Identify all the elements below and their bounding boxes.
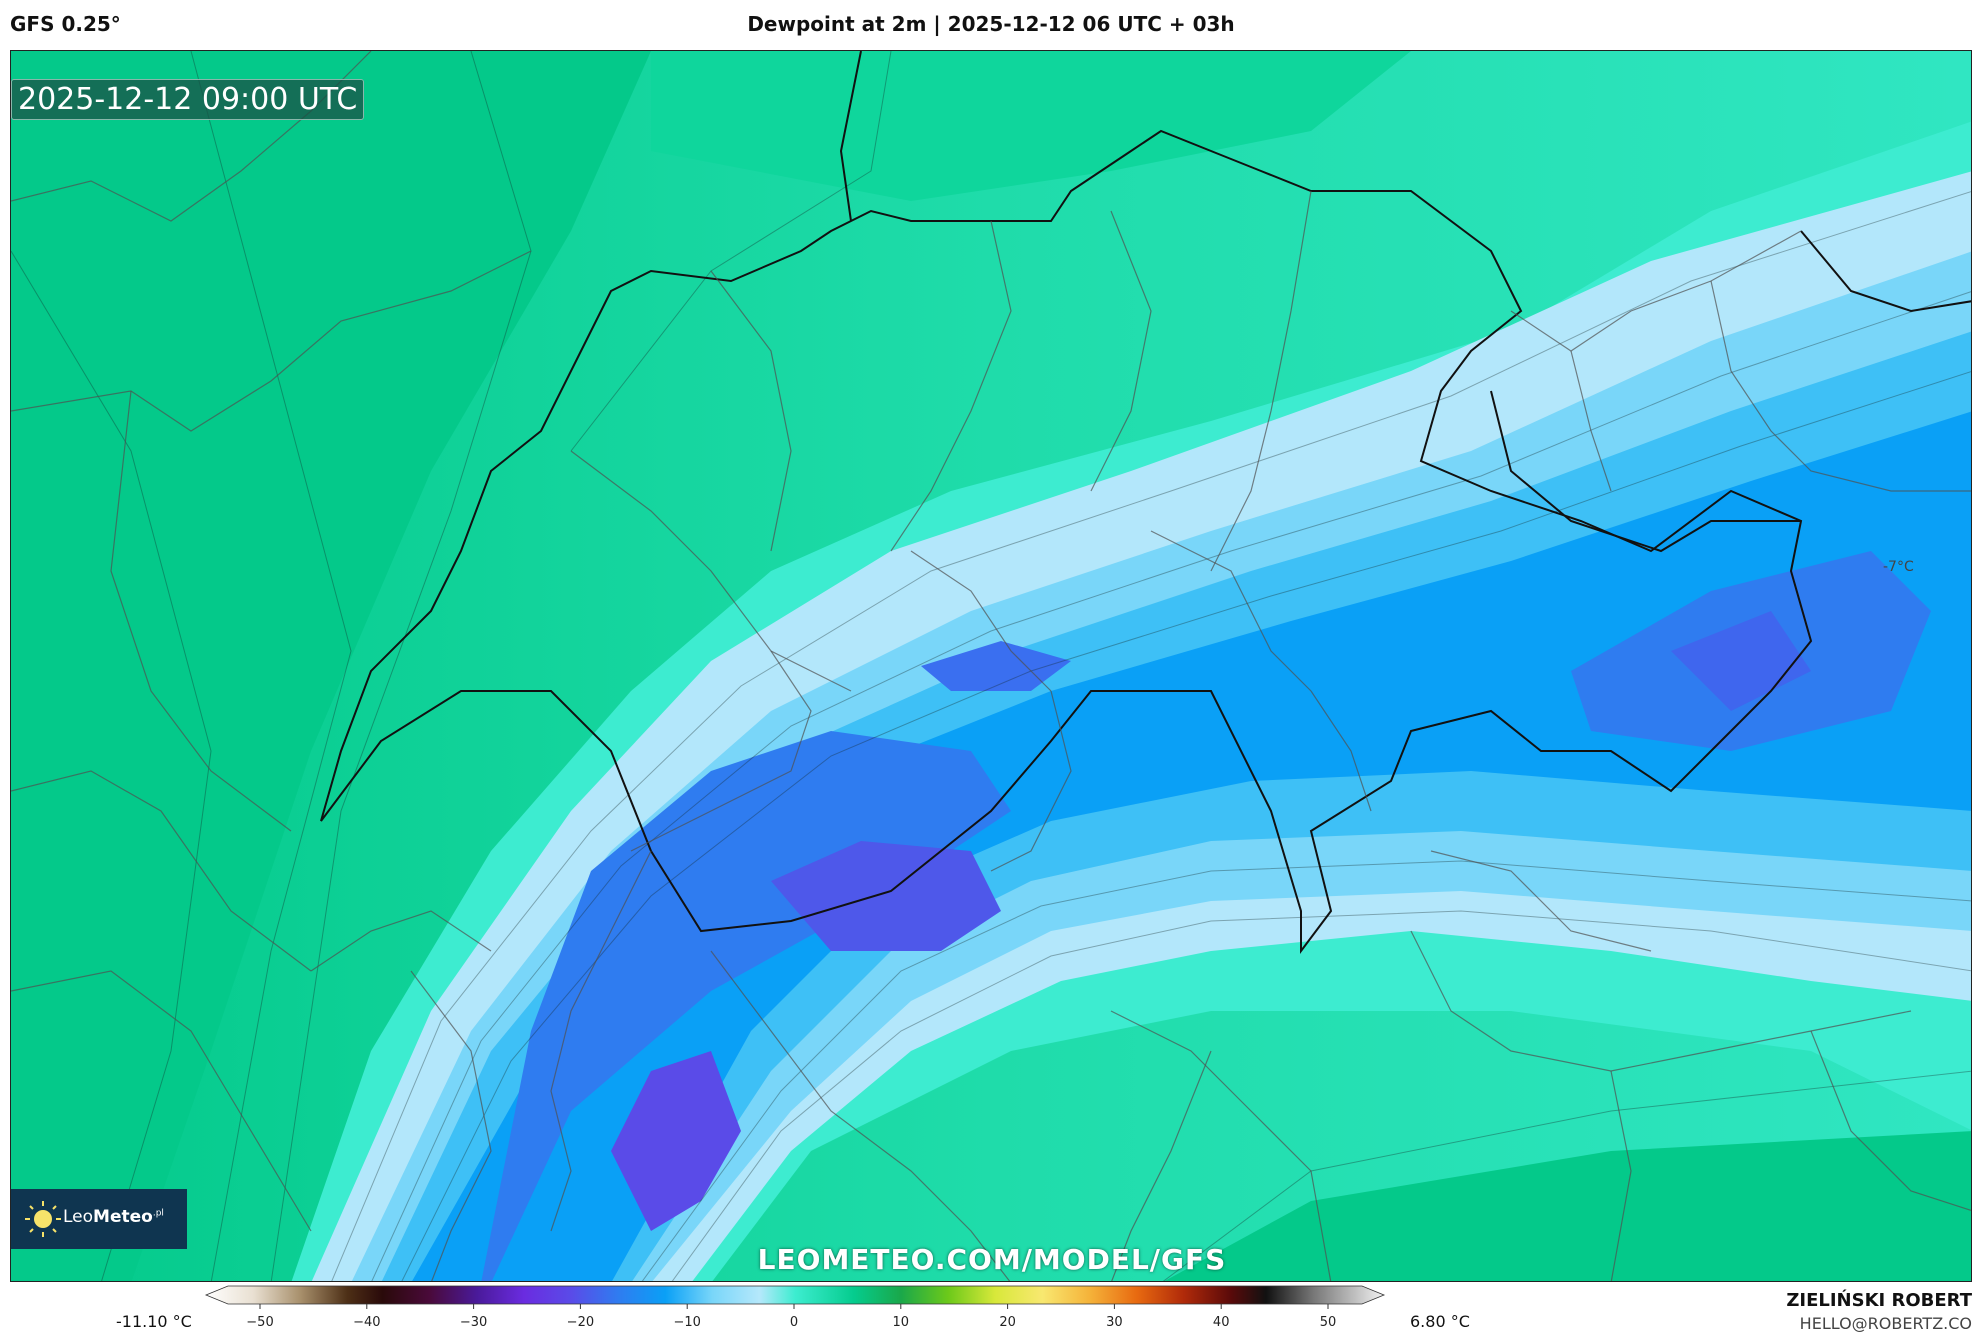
colorbar-tick-label: −50 xyxy=(246,1315,273,1330)
field-pocket-violet-southwest xyxy=(611,1051,741,1231)
colorbar: −50 −40 −30 −20 −10 0 10 20 30 40 50 xyxy=(204,1285,1386,1330)
contour-lines xyxy=(11,51,1971,1281)
field-band-green-southeast xyxy=(1164,1131,1971,1281)
legend-max-value: 6.80 °C xyxy=(1410,1312,1470,1331)
country-border-austria xyxy=(1490,390,1801,553)
colorbar-tick-label: −20 xyxy=(567,1315,594,1330)
logo-text: LeoMeteo.pl xyxy=(63,1207,164,1227)
leometeo-logo[interactable]: LeoMeteo.pl xyxy=(11,1189,187,1249)
field-pocket-deep-blue-central xyxy=(921,641,1071,691)
regional-borders xyxy=(11,51,1971,1281)
sun-icon xyxy=(25,1201,61,1237)
colorbar-tick-label: 10 xyxy=(893,1315,910,1330)
author-name: ZIELIŃSKI ROBERT xyxy=(1786,1290,1972,1311)
field-pocket-violet-central xyxy=(771,841,1001,951)
colorbar-tick-label: 20 xyxy=(999,1315,1016,1330)
author-email[interactable]: HELLO@ROBERTZ.CO xyxy=(1799,1314,1972,1333)
country-border-east xyxy=(1800,230,1971,313)
legend-min-value: -11.10 °C xyxy=(116,1312,192,1331)
field-band-blue xyxy=(412,411,1971,1281)
colorbar-ramp xyxy=(204,1285,1386,1305)
country-border-north xyxy=(839,51,862,222)
colorbar-ticks: −50 −40 −30 −20 −10 0 10 20 30 40 50 xyxy=(246,1304,1336,1330)
dewpoint-map[interactable]: -7°C xyxy=(11,51,1972,1282)
watermark-url[interactable]: LEOMETEO.COM/MODEL/GFS xyxy=(757,1243,1227,1276)
colorbar-tick-label: −10 xyxy=(673,1315,700,1330)
field-band-green-west xyxy=(11,51,651,1281)
map-panel[interactable]: -7°C 2025-12-12 09:00 UTC LeoMeteo.pl LE… xyxy=(10,50,1972,1282)
model-name: GFS 0.25° xyxy=(10,12,121,36)
chart-title: Dewpoint at 2m | 2025-12-12 06 UTC + 03h xyxy=(747,12,1235,36)
colorbar-tick-label: 0 xyxy=(790,1315,798,1330)
colorbar-tick-label: 40 xyxy=(1213,1315,1230,1330)
valid-time-label: 2025-12-12 09:00 UTC xyxy=(11,79,365,120)
colorbar-tick-label: −30 xyxy=(460,1315,487,1330)
colorbar-tick-label: −40 xyxy=(353,1315,380,1330)
country-border-switzerland xyxy=(320,129,1813,954)
colorbar-tick-label: 50 xyxy=(1320,1315,1337,1330)
contour-annotation: -7°C xyxy=(1883,559,1914,575)
header: GFS 0.25° Dewpoint at 2m | 2025-12-12 06… xyxy=(0,0,1982,50)
field-band-green-north xyxy=(651,51,1411,201)
legend-footer: -11.10 °C xyxy=(0,1282,1982,1338)
colorbar-tick-label: 30 xyxy=(1106,1315,1123,1330)
